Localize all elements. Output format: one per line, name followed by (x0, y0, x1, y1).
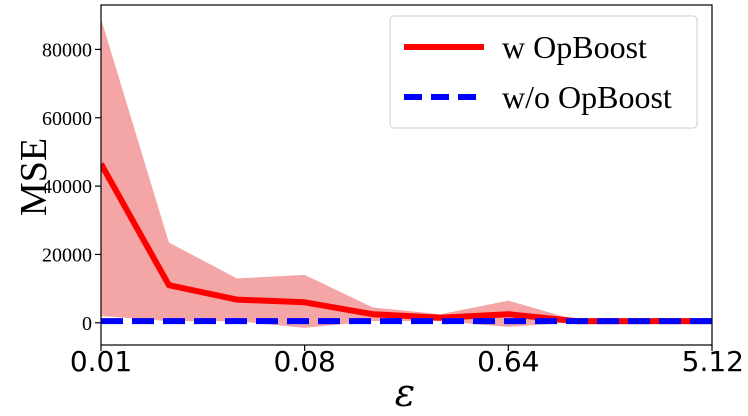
legend: w OpBoost w/o OpBoost (389, 15, 698, 129)
x-tick-label: 0.64 (477, 345, 539, 378)
confidence-band-0 (101, 18, 712, 328)
x-axis-ticks: 0.01 0.08 0.64 5.12 (70, 345, 744, 378)
y-tick-label: 80000 (42, 39, 92, 61)
x-tick-label: 0.08 (273, 345, 335, 378)
confidence-band-layer (101, 18, 712, 328)
series-lines-layer (101, 162, 712, 325)
y-tick-label: 40000 (42, 176, 92, 198)
y-tick-label: 20000 (42, 244, 92, 266)
plot-frame (100, 4, 713, 346)
x-tick-label: 0.01 (70, 345, 132, 378)
legend-label-wo-opboost: w/o OpBoost (502, 79, 672, 115)
y-tick-label: 0 (82, 313, 92, 335)
x-axis-label: ε (395, 371, 415, 415)
x-tick-label: 5.12 (682, 345, 744, 378)
y-axis-ticks: 0 20000 40000 60000 80000 (42, 39, 101, 335)
legend-label-w-opboost: w OpBoost (502, 29, 647, 65)
y-axis-label: MSE (13, 138, 55, 216)
y-tick-label: 60000 (42, 108, 92, 130)
